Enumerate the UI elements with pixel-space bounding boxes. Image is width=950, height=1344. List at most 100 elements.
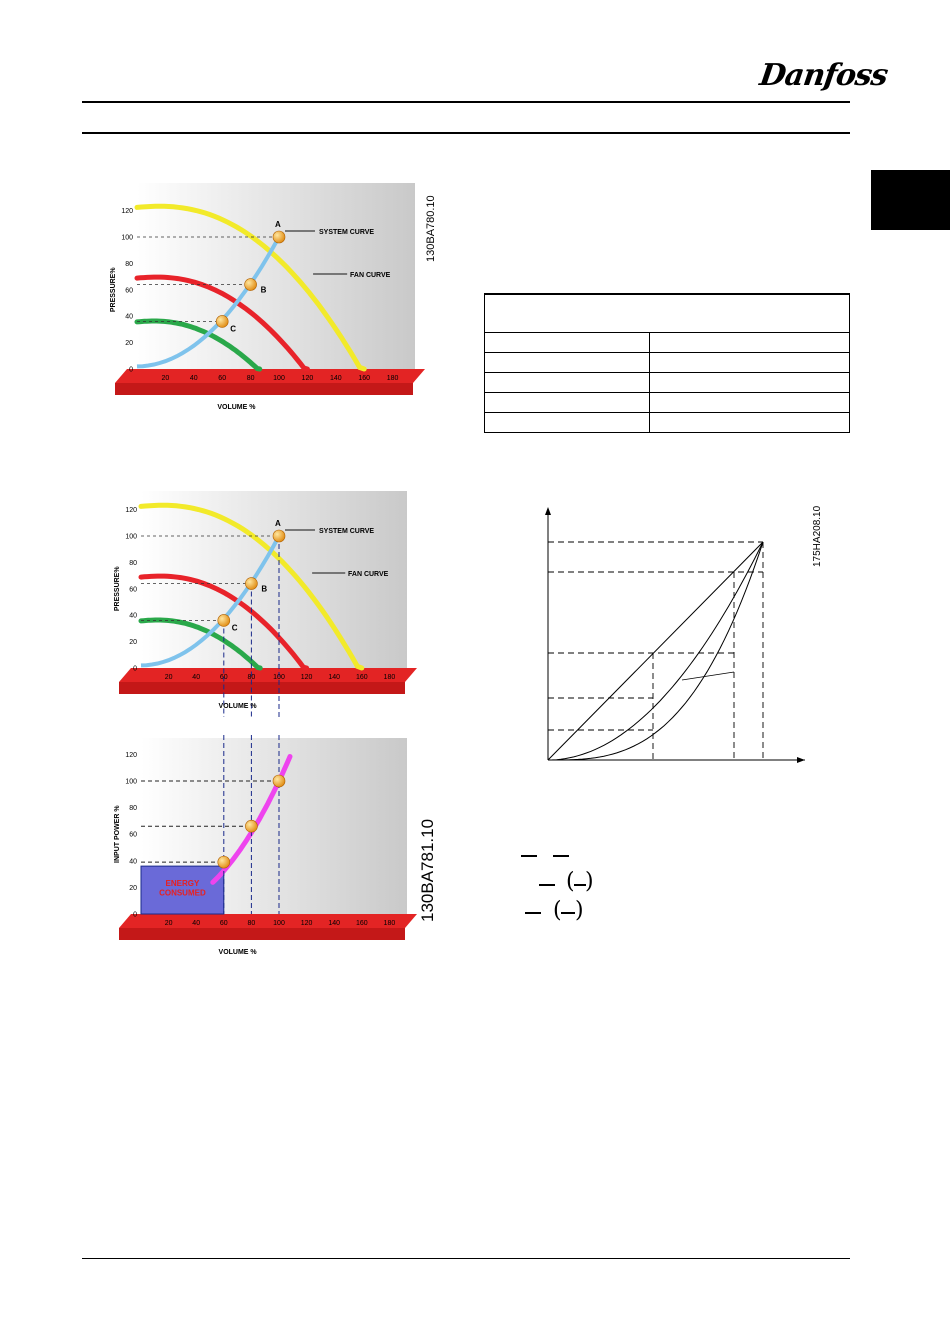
x-tick-label: 100 (273, 920, 285, 927)
chart-base-front (119, 682, 405, 694)
y-tick-label: 0 (133, 666, 137, 673)
callout-line (681, 671, 735, 681)
system-curve-label: SYSTEM CURVE (319, 229, 374, 236)
y-axis-label: PRESSURE% (110, 267, 117, 313)
table-cell (484, 372, 650, 393)
table-cell (649, 372, 850, 393)
x-tick-label: 20 (165, 674, 173, 681)
operating-point-marker (217, 855, 231, 869)
x-tick-label: 160 (356, 674, 368, 681)
chart-base-plate (119, 914, 417, 928)
y-tick-label: 100 (121, 235, 133, 242)
x-tick-label: 80 (248, 920, 256, 927)
affinity-law-diagram-svg (545, 507, 805, 763)
table-cell (649, 332, 850, 353)
y-tick-label: 60 (129, 586, 137, 593)
y-tick-label: 0 (129, 367, 133, 374)
fan-curve-60 (138, 617, 263, 671)
chart-base-front (115, 383, 413, 395)
x-tick-label: 40 (192, 674, 200, 681)
energy-label-line2: CONSUMED (159, 888, 206, 897)
x-tick-label: 140 (328, 920, 340, 927)
fraction-bar (521, 855, 537, 857)
x-axis-label: VOLUME % (219, 949, 258, 956)
figure-code-3: 175HA208.10 (812, 505, 823, 567)
fraction-bar (539, 884, 555, 886)
fraction-bar (561, 912, 575, 914)
operating-point-marker (245, 819, 258, 833)
y-axis-label: PRESSURE% (114, 566, 121, 612)
fan-curve-80 (134, 274, 310, 372)
x-tick-label: 100 (273, 674, 285, 681)
fraction-bar (525, 912, 541, 914)
input-power-chart: ENERGY CONSUMED 0 20 40 60 80 100 120 20 40 60 80 100… (95, 735, 425, 960)
x-tick-label: 60 (220, 674, 228, 681)
y-tick-label: 60 (129, 832, 137, 839)
fan-curve-chart-1-svg: A B C SYSTEM CURVE FAN CURVE 0 20 40 60 80 100 120 2… (110, 183, 425, 411)
y-tick-label: 80 (129, 805, 137, 812)
chapter-tab (871, 170, 950, 230)
table-cell (649, 352, 850, 373)
y-tick-label: 60 (125, 287, 133, 294)
x-tick-label: 80 (247, 375, 255, 382)
flow-line (547, 541, 764, 761)
fraction-bar (553, 855, 569, 857)
danfoss-logo: Danfoss (757, 58, 890, 93)
y-tick-label: 120 (125, 507, 137, 514)
x-tick-label: 180 (387, 375, 399, 382)
x-tick-label: 180 (384, 674, 396, 681)
figure-code-1: 130BA780.10 (425, 195, 437, 262)
x-tick-label: 60 (220, 920, 228, 927)
table-cell (484, 352, 650, 373)
y-tick-label: 0 (133, 912, 137, 919)
energy-label-line1: ENERGY (166, 879, 200, 888)
fan-curve-chart-2-svg: A B C SYSTEM CURVE FAN CURVE 0 20 40 60 80 100 120 2… (114, 491, 417, 717)
x-axis-arrow (797, 757, 805, 763)
header-rule-bottom (82, 132, 850, 134)
system-curve (136, 236, 281, 369)
x-tick-label: 120 (302, 375, 314, 382)
x-tick-label: 40 (190, 375, 198, 382)
y-tick-label: 80 (129, 560, 137, 567)
fan-curve-chart-1: A B C SYSTEM CURVE FAN CURVE 0 20 40 60 80 100 120 2… (95, 178, 425, 428)
point-label: B (261, 585, 267, 594)
power-curve (548, 541, 764, 761)
x-tick-label: 120 (301, 920, 313, 927)
x-tick-label: 120 (301, 674, 313, 681)
point-label: B (261, 286, 267, 295)
parenthesis-right: ) (585, 869, 594, 894)
footer-rule (82, 1258, 850, 1259)
y-tick-label: 20 (129, 639, 137, 646)
x-tick-label: 140 (328, 674, 340, 681)
parenthesis-left: ( (553, 898, 562, 923)
y-tick-label: 100 (125, 534, 137, 541)
operating-point-marker (217, 614, 231, 627)
point-label: C (232, 623, 238, 632)
operating-point-marker (272, 230, 286, 244)
table-cell (649, 412, 850, 433)
y-tick-label: 100 (125, 779, 137, 786)
operating-point-marker (244, 278, 257, 291)
operating-point-marker (272, 529, 286, 543)
x-tick-label: 160 (356, 920, 368, 927)
parenthesis-left: ( (566, 869, 575, 894)
pressure-curve (547, 541, 764, 761)
y-tick-label: 120 (125, 752, 137, 759)
y-tick-label: 80 (125, 261, 133, 268)
point-label: A (275, 519, 281, 528)
system-curve (140, 535, 281, 668)
table-cell (484, 392, 650, 413)
x-axis-label: VOLUME % (217, 404, 256, 411)
y-tick-label: 20 (129, 885, 137, 892)
operating-point-marker (215, 315, 229, 328)
fraction-bar (574, 884, 586, 886)
empty-table (484, 293, 850, 433)
table-cell (649, 392, 850, 413)
y-axis-arrow (545, 507, 551, 515)
table-header-cell (484, 293, 850, 333)
x-tick-label: 160 (358, 375, 370, 382)
affinity-law-diagram (535, 505, 815, 775)
x-tick-label: 40 (192, 920, 200, 927)
fan-curve-100 (134, 203, 367, 372)
table-cell (484, 332, 650, 353)
